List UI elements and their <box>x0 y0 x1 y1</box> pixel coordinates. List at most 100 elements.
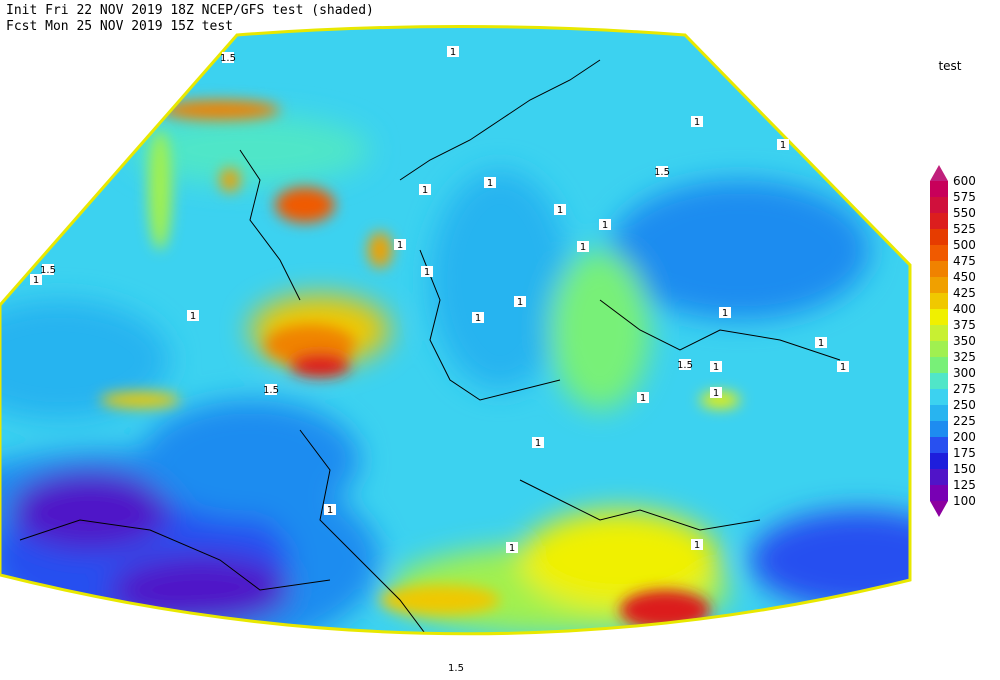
colorbar-box <box>930 181 948 197</box>
contour-label: 1 <box>397 240 403 251</box>
contour-label-bg <box>719 307 731 318</box>
contour-label: 1.5 <box>654 167 670 178</box>
contour-label-bg <box>679 359 691 370</box>
contour-label: 1 <box>640 393 646 404</box>
colorbar-box <box>930 229 948 245</box>
contour-label: 1.5 <box>40 265 56 276</box>
colorbar-box <box>930 373 948 389</box>
contour-label: 1 <box>450 47 456 58</box>
contour-label-bg <box>777 139 789 150</box>
contour-label: 1 <box>535 438 541 449</box>
contour-label-bg <box>447 46 459 57</box>
colorbar-box <box>930 245 948 261</box>
colorbar-box <box>930 421 948 437</box>
contour-label-bg <box>710 361 722 372</box>
contour-label: 1 <box>694 117 700 128</box>
contour-label-bg <box>42 264 54 275</box>
contour-label: 1 <box>694 540 700 551</box>
contour-label-bg <box>532 437 544 448</box>
contour-label: 1.5 <box>220 53 236 64</box>
contour-label-bg <box>421 266 433 277</box>
contour-label-bg <box>30 274 42 285</box>
colorbar-label: 600 <box>953 174 976 188</box>
contour-label: 1 <box>818 338 824 349</box>
contour-label: 1 <box>475 313 481 324</box>
contour-label: 1 <box>509 543 515 554</box>
contour-label: 1 <box>327 505 333 516</box>
contour-label: 1 <box>780 140 786 151</box>
colorbar-box <box>930 357 948 373</box>
colorbar-box <box>930 325 948 341</box>
contour-label-bg <box>506 542 518 553</box>
colorbar-label: 450 <box>953 270 976 284</box>
colorbar-label: 250 <box>953 398 976 412</box>
contour-label-bg <box>691 116 703 127</box>
colorbar-label: 575 <box>953 190 976 204</box>
colorbar-label: 500 <box>953 238 976 252</box>
contour-label: 1 <box>722 308 728 319</box>
colorbar-label: 275 <box>953 382 976 396</box>
contour-label-bg <box>554 204 566 215</box>
colorbar-box <box>930 405 948 421</box>
colorbar-label: 525 <box>953 222 976 236</box>
contour-label: 1 <box>422 185 428 196</box>
contour-label-bg <box>637 392 649 403</box>
colorbar-box <box>930 389 948 405</box>
contour-label: 1 <box>487 178 493 189</box>
colorbar-label: 425 <box>953 286 976 300</box>
contour-label-bg <box>815 337 827 348</box>
colorbar-label: 400 <box>953 302 976 316</box>
contour-label: 1 <box>190 311 196 322</box>
colorbar-title: test <box>938 59 961 73</box>
colorbar-box <box>930 485 948 501</box>
colorbar-label: 150 <box>953 462 976 476</box>
colorbar-label: 475 <box>953 254 976 268</box>
colorbar-label: 100 <box>953 494 976 508</box>
contour-label-bg <box>710 387 722 398</box>
contour-label-bg <box>419 184 431 195</box>
header-line: Fcst Mon 25 NOV 2019 15Z test <box>6 19 233 34</box>
contour-label-bg <box>265 384 277 395</box>
contour-label: 1 <box>840 362 846 373</box>
colorbar-label: 125 <box>953 478 976 492</box>
contour-label: 1 <box>33 275 39 286</box>
contour-label-bg <box>394 239 406 250</box>
contour-label: 1.5 <box>263 385 279 396</box>
contour-label-bg <box>484 177 496 188</box>
contour-label: 1 <box>517 297 523 308</box>
colorbar-box <box>930 309 948 325</box>
contour-label: 1.5 <box>448 663 464 674</box>
colorbar-box <box>930 453 948 469</box>
colorbar-box <box>930 213 948 229</box>
contour-label: 1 <box>580 242 586 253</box>
contour-label: 1 <box>713 362 719 373</box>
contour-label-bg <box>599 219 611 230</box>
contour-label-bg <box>577 241 589 252</box>
contour-label-bg <box>656 166 668 177</box>
colorbar-box <box>930 261 948 277</box>
colorbar-box <box>930 341 948 357</box>
contour-label-bg <box>514 296 526 307</box>
colorbar-label: 375 <box>953 318 976 332</box>
colorbar-box <box>930 293 948 309</box>
colorbar-arrow <box>930 165 948 181</box>
contour-label: 1 <box>557 205 563 216</box>
contour-label-bg <box>837 361 849 372</box>
colorbar-label: 325 <box>953 350 976 364</box>
contour-label: 1 <box>602 220 608 231</box>
colorbar-label: 550 <box>953 206 976 220</box>
colorbar-box <box>930 437 948 453</box>
contour-label-bg <box>324 504 336 515</box>
header-line: Init Fri 22 NOV 2019 18Z NCEP/GFS test (… <box>6 3 374 18</box>
contour-label-bg <box>450 662 462 673</box>
colorbar-box <box>930 197 948 213</box>
domain-border <box>0 25 912 636</box>
colorbar-box <box>930 277 948 293</box>
colorbar-label: 350 <box>953 334 976 348</box>
colorbar: 600 575 550 525 500 475 450 425 400 375 350 325 300 2… <box>930 165 976 517</box>
colorbar-box <box>930 469 948 485</box>
colorbar-label: 300 <box>953 366 976 380</box>
